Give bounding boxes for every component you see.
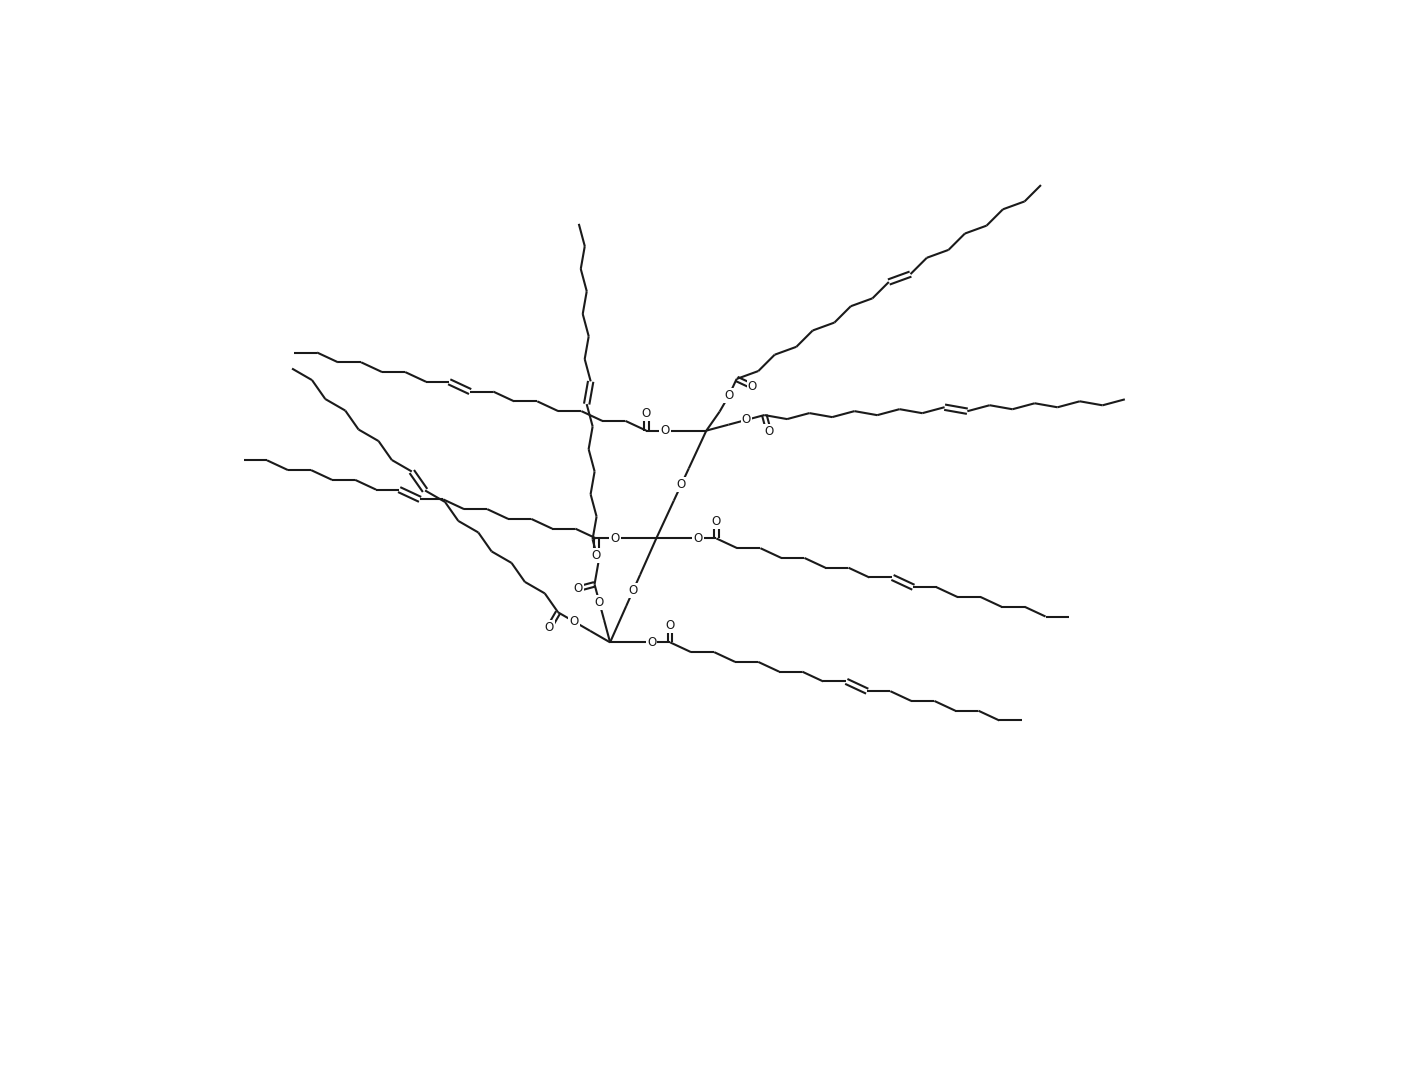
Text: O: O: [629, 584, 638, 597]
Text: O: O: [574, 582, 582, 595]
Text: O: O: [724, 389, 734, 402]
Text: O: O: [641, 407, 651, 420]
Text: O: O: [544, 621, 554, 634]
Text: O: O: [570, 615, 578, 628]
Text: O: O: [676, 478, 686, 491]
Text: O: O: [665, 619, 675, 632]
Text: O: O: [595, 596, 603, 609]
Text: O: O: [592, 550, 600, 563]
Text: O: O: [661, 425, 669, 438]
Text: O: O: [693, 532, 703, 545]
Text: O: O: [711, 515, 721, 528]
Text: O: O: [742, 414, 751, 427]
Text: O: O: [647, 636, 657, 648]
Text: O: O: [765, 426, 773, 439]
Text: O: O: [610, 532, 619, 545]
Text: O: O: [748, 380, 758, 393]
